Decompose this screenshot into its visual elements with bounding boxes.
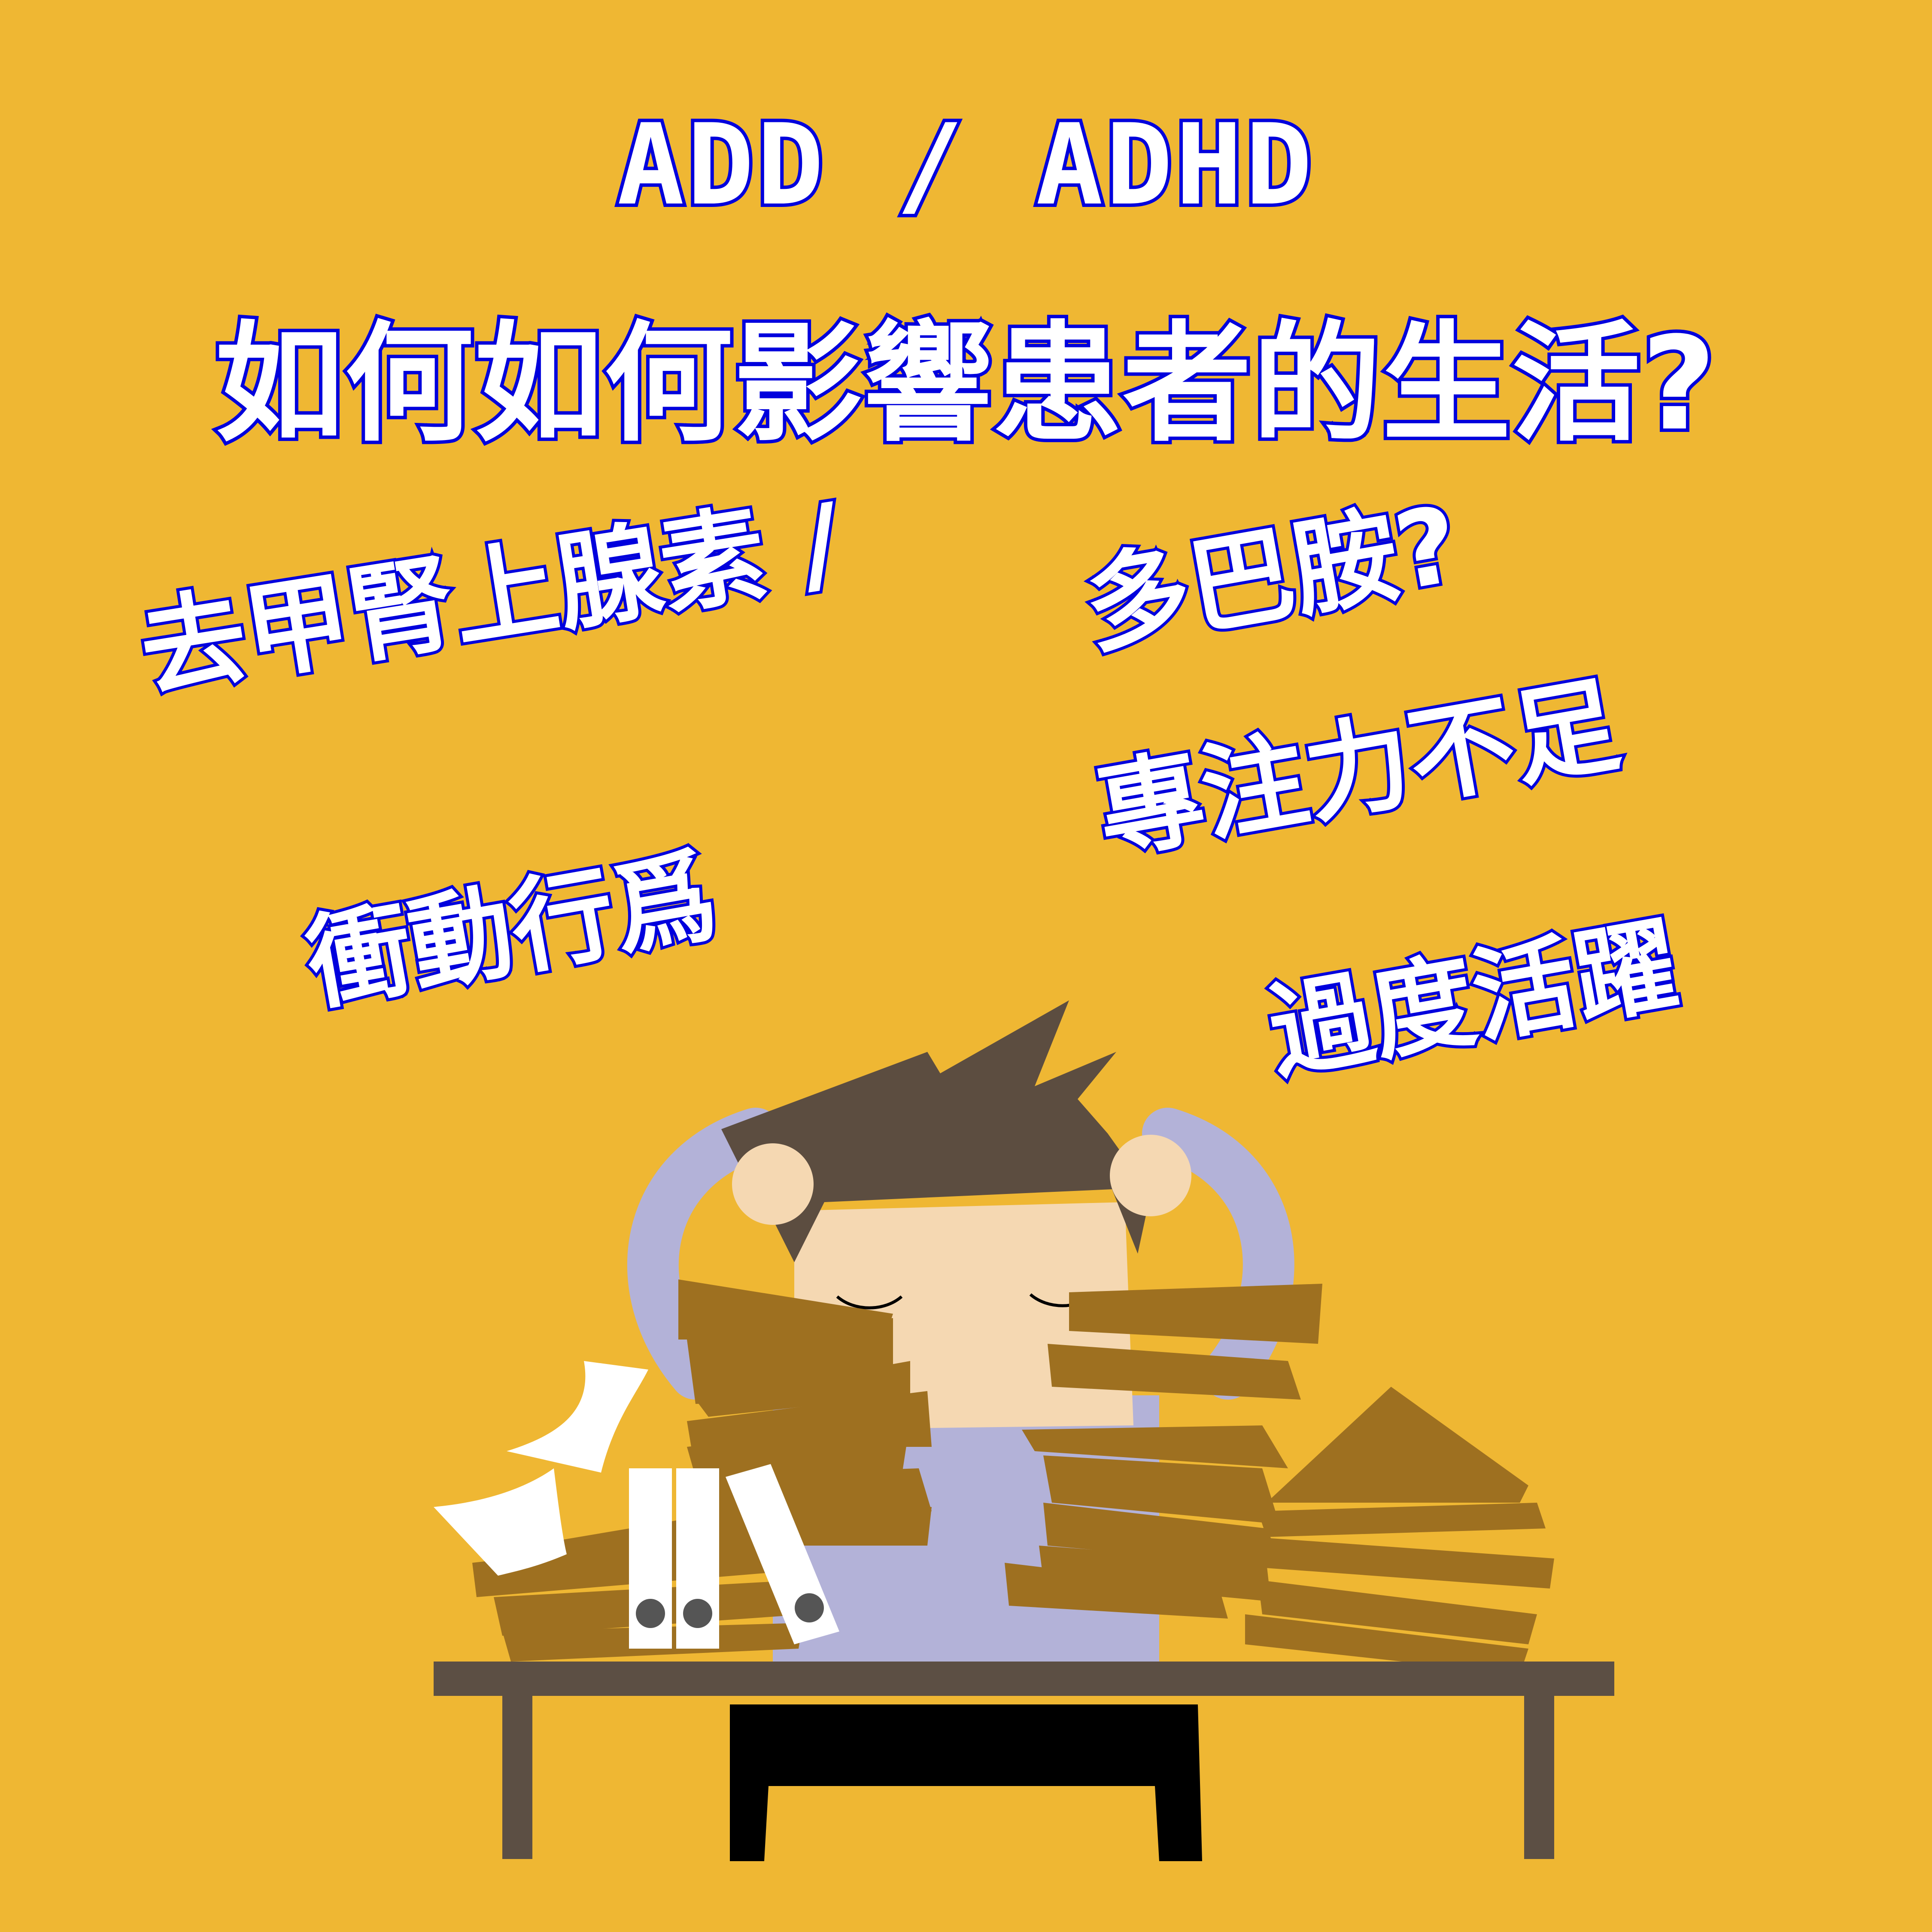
desk [434, 1662, 1614, 1859]
title-line-1: ADD / ADHD [614, 100, 1315, 230]
flying-papers [434, 1361, 648, 1576]
paper-piles [472, 1279, 1554, 1674]
hair [721, 1000, 1151, 1262]
left-hand [732, 1143, 814, 1225]
binders [629, 1464, 839, 1649]
title-line-2: 如何如何影響患者的生活? [212, 309, 1719, 459]
right-hand [1110, 1135, 1191, 1216]
chair [730, 1704, 1202, 1861]
